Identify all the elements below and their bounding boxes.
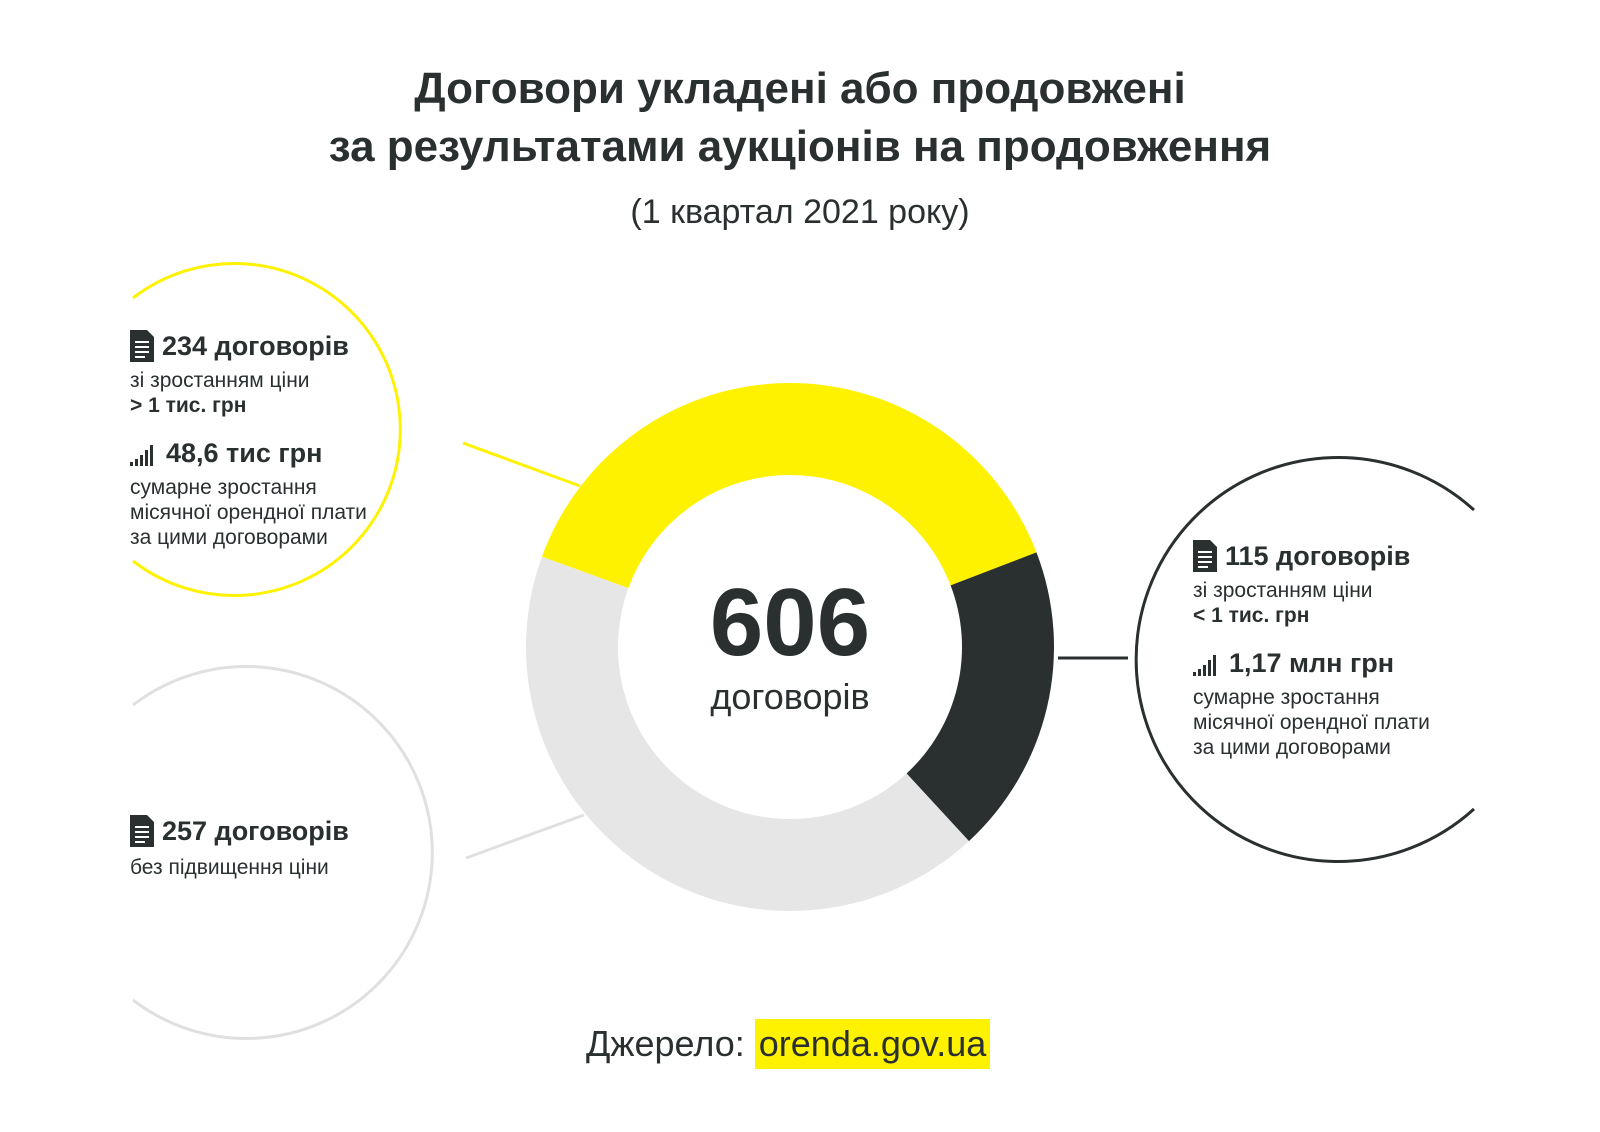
signal-bars-icon xyxy=(1193,652,1221,676)
source-line: Джерело: orenda.gov.ua xyxy=(586,1018,991,1070)
callout-none: 257 договорів без підвищення ціни xyxy=(130,815,349,880)
callout-ring-low xyxy=(1134,456,1476,863)
page-subtitle: (1 квартал 2021 року) xyxy=(630,193,970,231)
document-icon xyxy=(1193,540,1217,572)
callout-low: 115 договорів зі зростанням ціни < 1 тис… xyxy=(1193,540,1430,760)
callout-none-count: 257 договорів xyxy=(162,815,349,846)
callout-low-count: 115 договорів xyxy=(1225,540,1411,571)
connector-none xyxy=(465,813,585,860)
callout-low-line2-wrap: < 1 тис. грн xyxy=(1193,603,1430,628)
callout-high-sum: 48,6 тис грн xyxy=(166,438,323,468)
callout-none-count-row: 257 договорів xyxy=(130,815,349,847)
callout-high-sum-desc2: місячної орендної плати xyxy=(130,501,367,524)
document-icon xyxy=(130,330,154,362)
callout-ring-none xyxy=(132,665,434,1040)
callout-high-line1: зі зростанням ціни xyxy=(130,369,310,392)
source-label: Джерело: xyxy=(586,1023,745,1064)
page-title-line2: за результатами аукціонів на продовження xyxy=(328,122,1272,171)
callout-low-sum-desc2: місячної орендної плати xyxy=(1193,711,1430,734)
connector-high xyxy=(462,441,581,488)
callout-ring-high xyxy=(132,262,402,597)
callout-high-sum-desc1: сумарне зростання xyxy=(130,476,317,499)
callout-high-line2: > 1 тис. грн xyxy=(130,394,247,417)
callout-low-line2: < 1 тис. грн xyxy=(1193,604,1310,627)
callout-high-count-row: 234 договорів xyxy=(130,330,367,362)
document-icon xyxy=(130,815,154,847)
signal-bars-icon xyxy=(130,442,158,466)
callout-low-sum-desc1: сумарне зростання xyxy=(1193,686,1380,709)
callout-low-sum: 1,17 млн грн xyxy=(1229,648,1395,678)
callout-high-sum-row: 48,6 тис грн xyxy=(130,438,367,469)
callout-high: 234 договорів зі зростанням ціни > 1 тис… xyxy=(130,330,367,550)
callout-low-sum-row: 1,17 млн грн xyxy=(1193,648,1430,679)
callout-low-line1: зі зростанням ціни xyxy=(1193,579,1373,602)
page-title-line1: Договори укладені або продовжені xyxy=(414,64,1186,113)
callout-none-line1: без підвищення ціни xyxy=(130,856,329,879)
callout-low-count-row: 115 договорів xyxy=(1193,540,1430,572)
callout-high-sum-desc3: за цими договорами xyxy=(130,526,328,549)
donut-slice xyxy=(541,382,1037,589)
callout-high-count: 234 договорів xyxy=(162,330,349,361)
source-link[interactable]: orenda.gov.ua xyxy=(754,1019,991,1069)
total-label: договорів xyxy=(710,676,870,717)
callout-high-line2-wrap: > 1 тис. грн xyxy=(130,393,367,418)
callout-low-sum-desc3: за цими договорами xyxy=(1193,736,1391,759)
total-count: 606 xyxy=(709,569,871,676)
donut-slice xyxy=(906,552,1054,842)
donut-slice xyxy=(526,556,969,912)
